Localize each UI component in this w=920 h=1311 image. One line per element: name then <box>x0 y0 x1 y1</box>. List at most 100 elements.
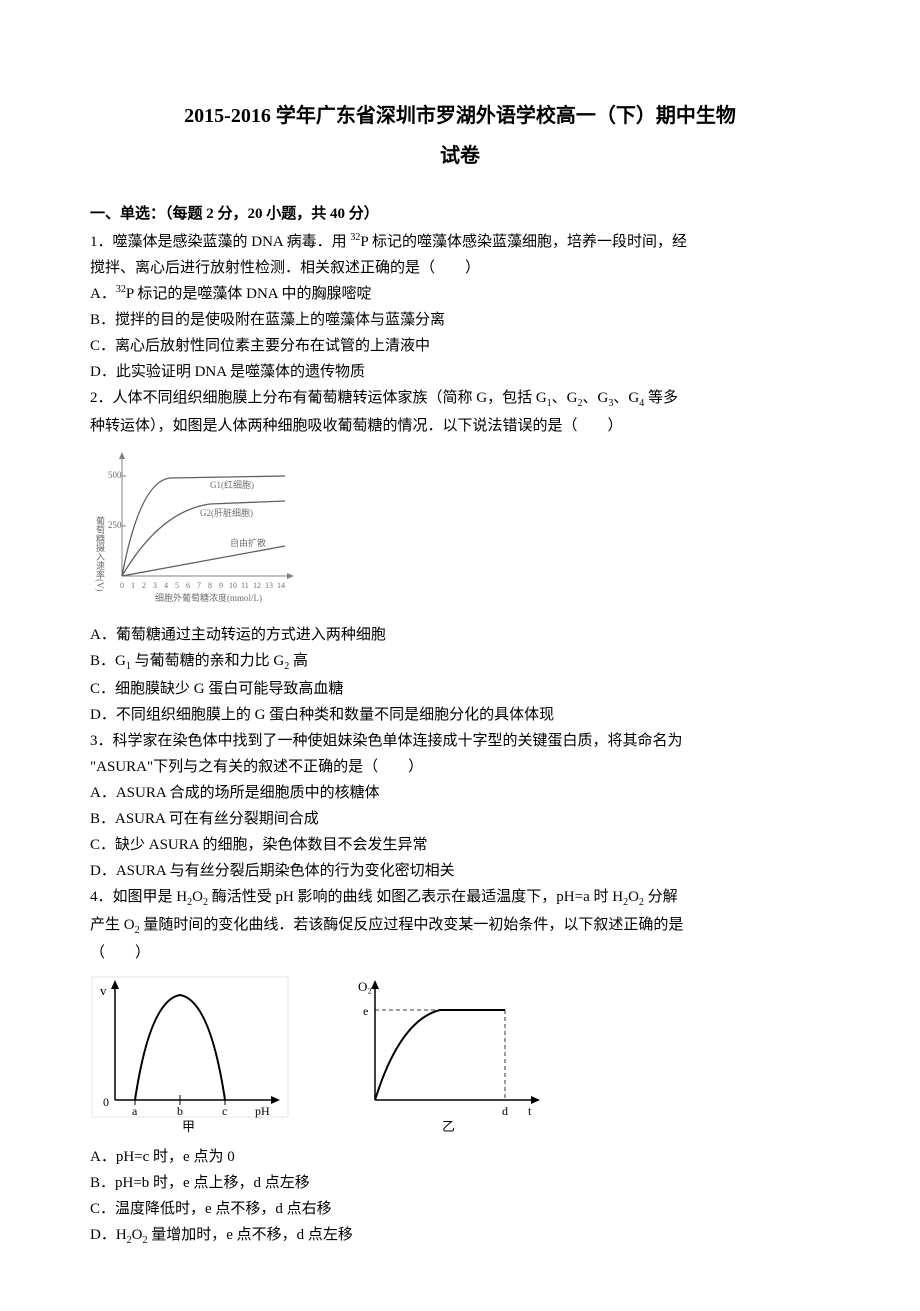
text: D．H <box>90 1227 127 1243</box>
x-arrow <box>271 1096 280 1104</box>
svg-text:6: 6 <box>186 581 190 590</box>
title-sub: 试卷 <box>90 140 830 172</box>
chart3-svg: O₂ e d t 乙 <box>350 975 550 1135</box>
chart2-svg: v 0 a b c pH 甲 <box>90 975 290 1135</box>
q2-optC: C．细胞膜缺少 G 蛋白可能导致高血糖 <box>90 677 830 701</box>
q3-optB: B．ASURA 可在有丝分裂期间合成 <box>90 807 830 831</box>
y-label: 葡萄糖摄入速率(V) <box>95 515 105 592</box>
text: 高 <box>289 653 308 669</box>
svg-text:13: 13 <box>265 581 273 590</box>
q4-line1: 4．如图甲是 H2O2 酶活性受 pH 影响的曲线 如图乙表示在最适温度下，pH… <box>90 885 830 911</box>
caption: 甲 <box>182 1119 195 1134</box>
q1-optD: D．此实验证明 DNA 是噬藻体的遗传物质 <box>90 360 830 384</box>
x-label: 细胞外葡萄糖浓度(mmol/L) <box>155 592 262 603</box>
svg-text:8: 8 <box>208 581 212 590</box>
chart1-svg: 葡萄糖摄入速率(V) 500 250 G1(红细胞) G2(肝脏细胞) 自由扩散… <box>90 446 300 606</box>
charts-row: v 0 a b c pH 甲 O₂ e d t 乙 <box>90 975 830 1135</box>
q2-line1: 2．人体不同组织细胞膜上分布有葡萄糖转运体家族（简称 G，包括 G1、G2、G3… <box>90 386 830 412</box>
svg-text:11: 11 <box>241 581 249 590</box>
text: 产生 O <box>90 917 135 933</box>
sup: 32 <box>116 284 126 295</box>
q1-optC: C．离心后放射性同位素主要分布在试管的上清液中 <box>90 334 830 358</box>
chart1-container: 葡萄糖摄入速率(V) 500 250 G1(红细胞) G2(肝脏细胞) 自由扩散… <box>90 446 830 615</box>
text: 量增加时，e 点不移，d 点左移 <box>148 1227 353 1243</box>
q4-optC: C．温度降低时，e 点不移，d 点右移 <box>90 1197 830 1221</box>
border <box>92 977 288 1117</box>
q4-line2: 产生 O2 量随时间的变化曲线．若该酶促反应过程中改变某一初始条件，以下叙述正确… <box>90 913 830 939</box>
svg-text:12: 12 <box>253 581 261 590</box>
svg-text:3: 3 <box>153 581 157 590</box>
svg-text:9: 9 <box>219 581 223 590</box>
q1-line2: 搅拌、离心后进行放射性检测．相关叙述正确的是（ ） <box>90 256 830 280</box>
x-label: pH <box>255 1104 270 1118</box>
q2-optA: A．葡萄糖通过主动转运的方式进入两种细胞 <box>90 623 830 647</box>
y-arrow <box>371 980 379 989</box>
q4-optD: D．H2O2 量增加时，e 点不移，d 点左移 <box>90 1223 830 1249</box>
q3-line1: 3．科学家在染色体中找到了一种使姐妹染色单体连接成十字型的关键蛋白质，将其命名为 <box>90 729 830 753</box>
text: A． <box>90 286 116 302</box>
q1-optB: B．搅拌的目的是使吸附在蓝藻上的噬藻体与蓝藻分离 <box>90 308 830 332</box>
text: 量随时间的变化曲线．若该酶促反应过程中改变某一初始条件，以下叙述正确的是 <box>140 917 684 933</box>
sup: 32 <box>350 232 360 243</box>
text: 、G <box>552 390 578 406</box>
x-arrow <box>531 1096 540 1104</box>
q4-optA: A．pH=c 时，e 点为 0 <box>90 1145 830 1169</box>
text: O <box>192 889 203 905</box>
svg-text:1: 1 <box>131 581 135 590</box>
text: B．G <box>90 653 126 669</box>
label-g1: G1(红细胞) <box>210 479 254 490</box>
svg-text:0: 0 <box>120 581 124 590</box>
title-main: 2015-2016 学年广东省深圳市罗湖外语学校高一（下）期中生物 <box>90 100 830 132</box>
text: 等多 <box>644 390 678 406</box>
q3-line2: "ASURA"下列与之有关的叙述不正确的是（ ） <box>90 755 830 779</box>
curve <box>375 1010 505 1100</box>
text: 分解 <box>644 889 678 905</box>
x-ticks: 012 345 678 91011 121314 <box>120 581 285 590</box>
y-tick-500: 500 <box>108 470 122 480</box>
text: O <box>132 1227 143 1243</box>
y-tick-250: 250 <box>108 520 122 530</box>
q2-line2: 种转运体），如图是人体两种细胞吸收葡萄糖的情况．以下说法错误的是（ ） <box>90 414 830 438</box>
svg-text:5: 5 <box>175 581 179 590</box>
text: 2．人体不同组织细胞膜上分布有葡萄糖转运体家族（简称 G，包括 G <box>90 390 547 406</box>
text: P 标记的噬藻体感染蓝藻细胞，培养一段时间，经 <box>360 234 687 250</box>
y-arrow <box>119 452 125 459</box>
y-label: v <box>100 983 107 998</box>
text: 、G <box>583 390 609 406</box>
xtick-b: b <box>177 1104 183 1118</box>
text: 、G <box>613 390 639 406</box>
label-g2: G2(肝脏细胞) <box>200 507 253 518</box>
text: 酶活性受 pH 影响的曲线 如图乙表示在最适温度下，pH=a 时 H <box>208 889 623 905</box>
q3-optA: A．ASURA 合成的场所是细胞质中的核糖体 <box>90 781 830 805</box>
x-arrow <box>287 573 294 579</box>
origin: 0 <box>103 1095 109 1109</box>
section-header: 一、单选：（每题 2 分，20 小题，共 40 分） <box>90 202 830 226</box>
curve-free <box>122 546 285 576</box>
svg-text:14: 14 <box>277 581 285 590</box>
y-label: O₂ <box>358 979 372 994</box>
q3-optD: D．ASURA 与有丝分裂后期染色体的行为变化密切相关 <box>90 859 830 883</box>
curve <box>135 995 225 1100</box>
q2-optB: B．G1 与葡萄糖的亲和力比 G2 高 <box>90 649 830 675</box>
svg-text:4: 4 <box>164 581 168 590</box>
svg-text:10: 10 <box>229 581 237 590</box>
xtick-a: a <box>132 1104 138 1118</box>
svg-text:2: 2 <box>142 581 146 590</box>
text: 与葡萄糖的亲和力比 G <box>131 653 284 669</box>
text: P 标记的是噬藻体 DNA 中的胸腺嘧啶 <box>126 286 372 302</box>
q1-optA: A．32P 标记的是噬藻体 DNA 中的胸腺嘧啶 <box>90 282 830 306</box>
x-label: t <box>528 1104 532 1118</box>
caption: 乙 <box>442 1119 455 1134</box>
xtick-c: c <box>222 1104 227 1118</box>
q4-optB: B．pH=b 时，e 点上移，d 点左移 <box>90 1171 830 1195</box>
label-free: 自由扩散 <box>230 537 266 548</box>
xtick-d: d <box>502 1104 508 1118</box>
text: O <box>628 889 639 905</box>
q2-optD: D．不同组织细胞膜上的 G 蛋白种类和数量不同是细胞分化的具体体现 <box>90 703 830 727</box>
q3-optC: C．缺少 ASURA 的细胞，染色体数目不会发生异常 <box>90 833 830 857</box>
q1-line1: 1．噬藻体是感染蓝藻的 DNA 病毒．用 32P 标记的噬藻体感染蓝藻细胞，培养… <box>90 230 830 254</box>
text: 4．如图甲是 H <box>90 889 187 905</box>
y-arrow <box>111 980 119 989</box>
svg-text:7: 7 <box>197 581 201 590</box>
ytick-e: e <box>363 1004 368 1018</box>
